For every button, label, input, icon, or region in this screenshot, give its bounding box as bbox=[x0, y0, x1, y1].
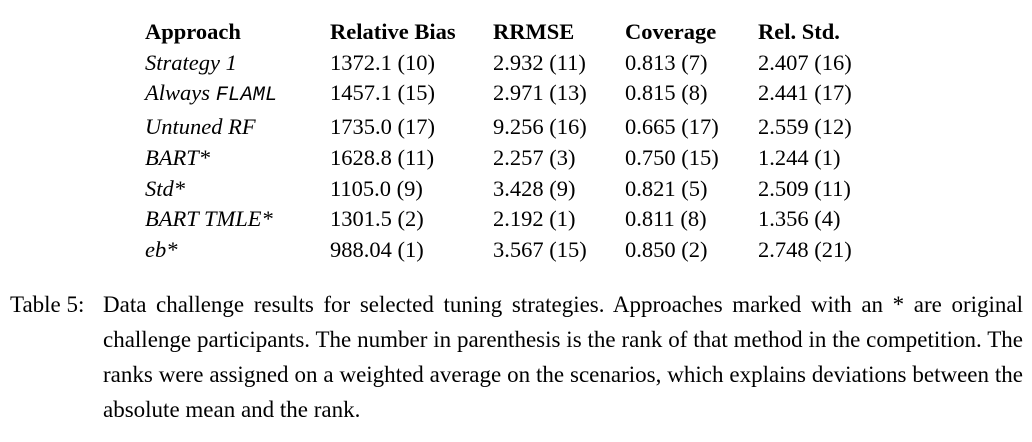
cell-approach: Always FLAML bbox=[145, 78, 330, 112]
cell-coverage: 0.813 (7) bbox=[625, 49, 708, 75]
approach-name: Untuned RF bbox=[145, 114, 256, 140]
cell-rrmse: 9.256 (16) bbox=[493, 114, 587, 140]
column-header-rrmse: RRMSE bbox=[493, 19, 575, 44]
cell-approach: Strategy 1 bbox=[145, 48, 330, 79]
results-table: Approach Relative Bias RRMSE Coverage Re… bbox=[145, 17, 870, 266]
cell-approach: eb* bbox=[145, 235, 330, 266]
cell-rel-std: 2.509 (11) bbox=[758, 175, 851, 201]
table-row: Always FLAML 1457.1 (15) 2.971 (13) 0.815… bbox=[145, 78, 870, 112]
cell-coverage: 0.821 (5) bbox=[625, 175, 708, 201]
column-header-coverage: Coverage bbox=[625, 19, 717, 44]
approach-name-mono: FLAML bbox=[215, 84, 278, 108]
cell-rrmse: 2.971 (13) bbox=[493, 80, 587, 106]
cell-rrmse: 3.428 (9) bbox=[493, 175, 576, 201]
cell-approach: Std* bbox=[145, 174, 330, 205]
cell-relative-bias: 988.04 (1) bbox=[330, 236, 424, 262]
cell-relative-bias: 1628.8 (11) bbox=[330, 144, 435, 170]
cell-approach: BART TMLE* bbox=[145, 204, 330, 235]
column-header-rel-std: Rel. Std. bbox=[758, 19, 840, 44]
table-row: eb* 988.04 (1) 3.567 (15) 0.850 (2) 2.74… bbox=[145, 235, 870, 266]
cell-rrmse: 2.192 (1) bbox=[493, 206, 576, 232]
cell-approach: Untuned RF bbox=[145, 112, 330, 143]
approach-name: BART* bbox=[145, 144, 210, 170]
table-row: Strategy 1 1372.1 (10) 2.932 (11) 0.813 … bbox=[145, 48, 870, 79]
approach-name: Strategy 1 bbox=[145, 49, 237, 75]
cell-rel-std: 1.244 (1) bbox=[758, 144, 841, 170]
cell-rel-std: 2.407 (16) bbox=[758, 49, 852, 75]
cell-rrmse: 2.257 (3) bbox=[493, 144, 576, 170]
cell-coverage: 0.811 (8) bbox=[625, 206, 707, 232]
cell-relative-bias: 1105.0 (9) bbox=[330, 175, 423, 201]
results-table-container: Approach Relative Bias RRMSE Coverage Re… bbox=[145, 17, 870, 266]
cell-relative-bias: 1735.0 (17) bbox=[330, 114, 435, 140]
cell-rel-std: 1.356 (4) bbox=[758, 206, 841, 232]
cell-coverage: 0.850 (2) bbox=[625, 236, 708, 262]
cell-rrmse: 3.567 (15) bbox=[493, 236, 587, 262]
table-row: Std* 1105.0 (9) 3.428 (9) 0.821 (5) 2.50… bbox=[145, 174, 870, 205]
table-row: BART TMLE* 1301.5 (2) 2.192 (1) 0.811 (8… bbox=[145, 204, 870, 235]
table-row: BART* 1628.8 (11) 2.257 (3) 0.750 (15) 1… bbox=[145, 143, 870, 174]
cell-relative-bias: 1301.5 (2) bbox=[330, 206, 424, 232]
cell-rel-std: 2.748 (21) bbox=[758, 236, 852, 262]
column-header-approach: Approach bbox=[145, 19, 241, 44]
cell-coverage: 0.750 (15) bbox=[625, 144, 719, 170]
approach-name: BART TMLE* bbox=[145, 206, 273, 232]
cell-rrmse: 2.932 (11) bbox=[493, 49, 586, 75]
table-header-row: Approach Relative Bias RRMSE Coverage Re… bbox=[145, 17, 870, 48]
cell-approach: BART* bbox=[145, 143, 330, 174]
caption-label: Table 5: bbox=[10, 292, 85, 317]
approach-name: Std* bbox=[145, 175, 186, 201]
cell-rel-std: 2.441 (17) bbox=[758, 80, 852, 106]
caption-text: Data challenge results for selected tuni… bbox=[103, 292, 1023, 422]
table-row: Untuned RF 1735.0 (17) 9.256 (16) 0.665 … bbox=[145, 112, 870, 143]
cell-coverage: 0.815 (8) bbox=[625, 80, 708, 106]
cell-relative-bias: 1457.1 (15) bbox=[330, 80, 435, 106]
cell-rel-std: 2.559 (12) bbox=[758, 114, 852, 140]
table-caption: Table 5: Data challenge results for sele… bbox=[10, 287, 1023, 427]
cell-relative-bias: 1372.1 (10) bbox=[330, 49, 435, 75]
column-header-relative-bias: Relative Bias bbox=[330, 19, 456, 44]
cell-coverage: 0.665 (17) bbox=[625, 114, 719, 140]
approach-name: Always bbox=[145, 80, 210, 106]
approach-name: eb* bbox=[145, 236, 178, 262]
